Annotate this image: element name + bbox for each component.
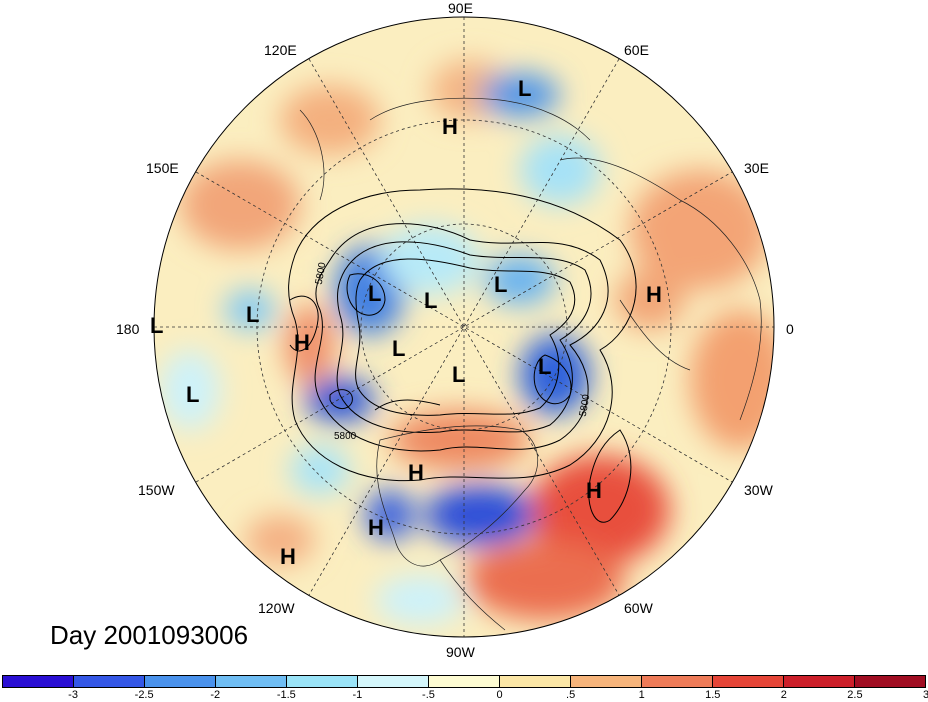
lon-label-60w: 60W: [624, 600, 653, 616]
colorbar-cell: [571, 676, 642, 687]
colorbar: [2, 675, 926, 688]
pressure-center-high: H: [408, 460, 424, 485]
pressure-center-high: H: [280, 544, 296, 569]
map-title: Day 2001093006: [50, 620, 249, 650]
pressure-center-low: L: [392, 336, 406, 361]
lon-label-120e: 120E: [264, 42, 297, 58]
colorbar-cell: [358, 676, 429, 687]
lon-label-0: 0: [786, 321, 794, 337]
colorbar-tick-label: -2.5: [134, 689, 154, 701]
colorbar-tick-label: -1.5: [276, 689, 296, 701]
colorbar-tick-label: -1: [352, 689, 363, 701]
colorbar-tick-label: 2: [780, 689, 787, 701]
colorbar-tick-label: -3: [68, 689, 78, 701]
pressure-center-low: L: [494, 272, 508, 297]
pressure-center-low: L: [246, 302, 260, 327]
graticule: [154, 17, 774, 637]
pressure-center-low: L: [518, 76, 532, 101]
map-border: [153, 16, 775, 638]
colorbar-ticks: -3 -2.5 -2 -1.5 -1 -.5 0 .5 1 1.5 2 2.5 3: [2, 689, 928, 702]
colorbar-cell: [429, 676, 500, 687]
pressure-center-low: L: [452, 362, 466, 387]
colorbar-tick-label: 3: [922, 689, 928, 701]
anomaly-blobs: [160, 60, 774, 625]
lon-label-120w: 120W: [258, 600, 295, 616]
colorbar-tick-label: -2: [210, 689, 221, 701]
lon-label-30e: 30E: [744, 160, 769, 176]
lon-label-150w: 150W: [138, 482, 175, 498]
colorbar-cell: [500, 676, 571, 687]
pressure-center-high: H: [442, 114, 458, 139]
pressure-center-low: L: [538, 354, 552, 379]
lon-label-30w: 30W: [744, 482, 773, 498]
colorbar-tick-label: -.5: [422, 689, 435, 701]
colorbar-cell: [74, 676, 145, 687]
pressure-center-low: L: [150, 313, 164, 338]
lon-label-90e: 90E: [448, 0, 473, 16]
colorbar-tick-label: 1: [638, 689, 645, 701]
colorbar-cell: [216, 676, 287, 687]
coastlines: [299, 97, 762, 631]
colorbar-tick-label: 0: [496, 689, 503, 701]
lon-label-150e: 150E: [146, 160, 179, 176]
pressure-center-low: L: [368, 281, 382, 306]
colorbar-cell: [642, 676, 713, 687]
colorbar-cell: [145, 676, 216, 687]
anomaly-field: [154, 17, 774, 637]
colorbar-tick-label: 2.5: [847, 689, 863, 701]
pressure-center-high: H: [646, 282, 662, 307]
height-contours: [288, 188, 637, 523]
contour-label: 5800: [334, 431, 357, 442]
colorbar-cell: [784, 676, 855, 687]
lon-label-60e: 60E: [624, 42, 649, 58]
pressure-center-high: H: [586, 478, 602, 503]
colorbar-cell: [713, 676, 784, 687]
pressure-center-high: H: [368, 515, 384, 540]
pressure-center-low: L: [186, 382, 200, 407]
colorbar-tick-label: .5: [566, 689, 576, 701]
lon-label-90w: 90W: [446, 644, 475, 660]
colorbar-cell: [3, 676, 74, 687]
colorbar-cell: [855, 676, 925, 687]
lon-label-180: 180: [116, 321, 140, 337]
pressure-center-high: H: [294, 330, 310, 355]
pressure-center-low: L: [424, 288, 438, 313]
colorbar-tick-label: 1.5: [705, 689, 721, 701]
colorbar-cell: [287, 676, 358, 687]
